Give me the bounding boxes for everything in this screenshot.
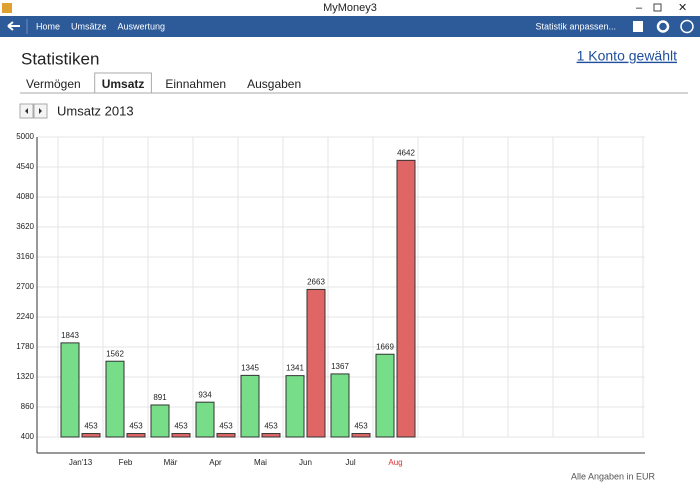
nav-bar (0, 16, 700, 37)
bar (216, 433, 236, 438)
value-label: 1843 (61, 331, 79, 340)
bar (240, 374, 260, 438)
bar (351, 433, 371, 438)
x-tick-label: Apr (209, 458, 222, 467)
x-tick-label: Mär (164, 458, 178, 467)
y-tick-label: 1780 (16, 342, 34, 351)
x-tick-label: Jan'13 (69, 458, 93, 467)
y-tick-label: 2240 (16, 312, 34, 321)
tab[interactable]: Einnahmen (165, 77, 226, 91)
bar (126, 433, 146, 438)
app-icon (2, 3, 12, 13)
value-label: 453 (84, 422, 98, 431)
value-label: 2663 (307, 278, 325, 287)
bar (81, 433, 101, 438)
value-label: 453 (129, 422, 143, 431)
y-tick-label: 400 (21, 432, 35, 441)
value-label: 891 (153, 393, 167, 402)
bar (150, 404, 170, 438)
nav-item[interactable]: Home (36, 21, 60, 31)
bar (261, 433, 281, 438)
x-tick-label: Mai (254, 458, 267, 467)
y-tick-label: 3160 (16, 252, 34, 261)
value-label: 1341 (286, 364, 304, 373)
y-tick-label: 1320 (16, 372, 34, 381)
y-tick-label: 860 (21, 402, 35, 411)
info-icon[interactable] (680, 19, 694, 34)
export-icon[interactable] (633, 21, 643, 32)
y-tick-label: 4540 (16, 162, 34, 171)
value-label: 453 (174, 422, 188, 431)
customize-link[interactable]: Statistik anpassen... (535, 21, 616, 31)
nav-item[interactable]: Umsätze (71, 21, 107, 31)
y-tick-label: 4080 (16, 192, 34, 201)
value-label: 453 (354, 422, 368, 431)
bar (171, 433, 191, 438)
page-title: Statistiken (21, 49, 99, 68)
value-label: 1345 (241, 363, 259, 372)
title-bar (0, 0, 700, 16)
bar (195, 401, 215, 438)
value-label: 934 (198, 390, 212, 399)
tab[interactable]: Ausgaben (247, 77, 301, 91)
active-tab-frame (94, 72, 152, 93)
x-tick-label: Jul (345, 458, 355, 467)
bar (285, 375, 305, 438)
window-title: MyMoney3 (323, 2, 377, 14)
bar (105, 360, 125, 438)
minimize-button[interactable]: – (636, 2, 643, 14)
settings-icon[interactable] (656, 20, 670, 33)
bar (330, 373, 350, 438)
y-tick-label: 2700 (16, 282, 34, 291)
y-tick-label: 5000 (16, 132, 34, 141)
account-link[interactable]: 1 Konto gewählt (577, 48, 678, 64)
value-label: 1367 (331, 362, 349, 371)
tab[interactable]: Umsatz (102, 77, 145, 91)
bar (306, 288, 326, 438)
bar (375, 353, 395, 438)
close-button[interactable]: ✕ (678, 2, 687, 14)
back-button[interactable] (7, 21, 20, 31)
bar (396, 159, 416, 438)
x-tick-label: Feb (119, 458, 133, 467)
nav-item[interactable]: Auswertung (118, 21, 166, 31)
value-label: 4642 (397, 148, 415, 157)
value-label: 1669 (376, 342, 394, 351)
value-label: 1562 (106, 349, 124, 358)
footer-note: Alle Angaben in EUR (571, 471, 656, 481)
tab[interactable]: Vermögen (26, 77, 81, 91)
value-label: 453 (264, 422, 278, 431)
y-tick-label: 3620 (16, 222, 34, 231)
chart-title: Umsatz 2013 (57, 103, 134, 118)
x-tick-label: Jun (299, 458, 312, 467)
value-label: 453 (219, 422, 233, 431)
x-tick-label: Aug (388, 458, 402, 467)
restore-button[interactable] (653, 3, 662, 12)
bar (60, 342, 80, 438)
